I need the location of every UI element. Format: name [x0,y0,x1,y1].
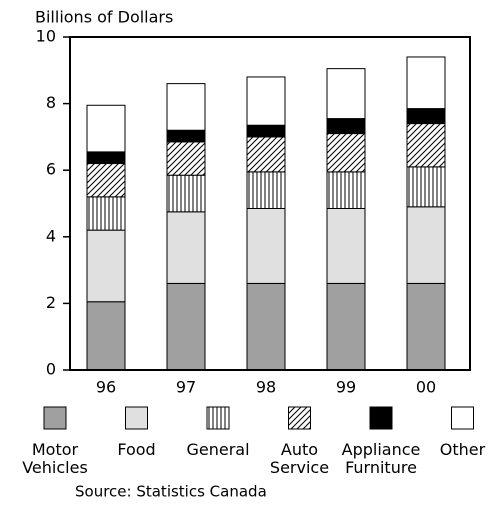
bar-segment [406,123,446,168]
y-tick-label: 10 [36,27,56,46]
chart-title: Billions of Dollars [35,8,173,27]
legend-label: Motor Vehicles [22,440,88,477]
bar-segment [406,108,446,125]
source-note: Source: Statistics Canada [75,483,267,501]
bar-segment [86,196,126,231]
y-tick-label: 4 [46,226,56,245]
legend-label: Food [117,440,155,459]
bar-segment [166,83,206,131]
legend-label: General [186,440,249,459]
bar-segment [406,206,446,284]
bar-segment [86,104,126,153]
bar-segment [86,229,126,303]
y-tick-label: 6 [46,160,56,179]
bar-segment [326,68,366,120]
bar-segment [86,151,126,165]
bar-segment [86,301,126,371]
bar-segment [246,171,286,209]
legend-swatch [451,406,474,430]
y-tick-label: 2 [46,293,56,312]
y-tick-label: 0 [46,360,56,379]
bar-segment [166,129,206,143]
x-tick-label: 99 [336,378,356,397]
legend-swatch [125,406,148,430]
bar-segment [246,282,286,371]
bar-segment [406,166,446,208]
x-tick-label: 97 [176,378,196,397]
legend-swatch [288,406,311,430]
legend-swatch [369,406,393,430]
bar-segment [406,282,446,371]
legend-label: Auto Service [270,440,329,477]
bar-segment [246,207,286,284]
x-tick-label: 96 [96,378,116,397]
plot-frame [69,36,471,371]
bar-segment [406,56,446,110]
legend-label: Other [440,440,486,459]
bar-segment [246,76,286,126]
bar-segment [326,118,366,135]
x-tick-label: 00 [416,378,436,397]
bar-segment [166,211,206,284]
y-tick-label: 8 [46,93,56,112]
bar-segment [326,282,366,371]
legend-label: Appliance Furniture [342,440,421,477]
bar-segment [326,171,366,209]
bar-segment [246,136,286,173]
x-tick-label: 98 [256,378,276,397]
legend-swatch [206,406,230,430]
bar-segment [246,124,286,138]
bar-segment [326,133,366,173]
bar-segment [166,141,206,176]
bar-segment [86,163,126,198]
bar-segment [326,207,366,284]
bar-segment [166,174,206,213]
bar-segment [166,282,206,371]
legend-swatch [43,406,67,430]
